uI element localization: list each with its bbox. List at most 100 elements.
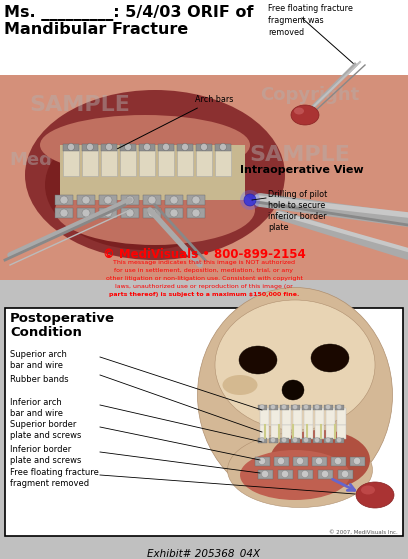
Circle shape <box>126 209 134 217</box>
Circle shape <box>277 457 284 465</box>
Bar <box>177 148 193 176</box>
Circle shape <box>259 457 266 465</box>
Text: © 2007, MediVisuals Inc.: © 2007, MediVisuals Inc. <box>329 530 398 535</box>
Bar <box>77 195 95 205</box>
Bar <box>318 470 333 479</box>
Bar <box>293 408 302 425</box>
Bar <box>350 457 365 466</box>
Bar <box>143 195 161 205</box>
Ellipse shape <box>291 105 319 125</box>
Bar <box>260 408 269 425</box>
Circle shape <box>304 438 308 443</box>
Bar <box>304 425 313 439</box>
Bar <box>293 425 302 439</box>
Bar <box>313 438 322 443</box>
Circle shape <box>67 144 75 150</box>
Bar <box>337 425 346 439</box>
Bar <box>271 425 280 439</box>
Bar <box>55 195 73 205</box>
Bar <box>196 144 212 151</box>
Text: Inferior arch
bar and wire: Inferior arch bar and wire <box>10 398 63 418</box>
Bar <box>278 470 293 479</box>
Bar <box>101 148 117 176</box>
Circle shape <box>353 457 361 465</box>
Circle shape <box>104 209 112 217</box>
Bar <box>158 148 174 176</box>
Bar <box>55 208 73 218</box>
Ellipse shape <box>228 433 373 508</box>
Circle shape <box>341 471 348 477</box>
Bar <box>187 208 205 218</box>
Text: for use in settlement, deposition, mediation, trial, or any: for use in settlement, deposition, media… <box>115 268 293 273</box>
Bar <box>293 457 308 466</box>
Text: Arch bars: Arch bars <box>118 95 233 149</box>
Bar <box>77 208 95 218</box>
Text: parts thereof) is subject to a maximum $150,000 fine.: parts thereof) is subject to a maximum $… <box>109 292 299 297</box>
Text: Intraoperative View: Intraoperative View <box>240 165 364 175</box>
Text: Copyright: Copyright <box>151 381 250 399</box>
Text: Inferior border
plate and screws: Inferior border plate and screws <box>10 445 81 465</box>
Ellipse shape <box>240 450 350 500</box>
Circle shape <box>259 438 264 443</box>
Ellipse shape <box>197 287 392 503</box>
Ellipse shape <box>311 344 349 372</box>
Bar <box>82 148 98 176</box>
Bar <box>304 408 313 425</box>
Circle shape <box>262 471 268 477</box>
Bar <box>274 457 289 466</box>
Bar <box>282 425 291 439</box>
Bar <box>282 408 291 425</box>
Bar <box>63 148 79 176</box>
Circle shape <box>293 438 297 443</box>
Bar <box>313 405 322 410</box>
Bar <box>120 148 136 176</box>
Circle shape <box>124 144 131 150</box>
Bar <box>331 457 346 466</box>
Circle shape <box>315 438 319 443</box>
Circle shape <box>126 196 134 204</box>
Ellipse shape <box>40 115 250 175</box>
Bar <box>158 144 174 151</box>
Bar <box>337 408 346 425</box>
Circle shape <box>148 209 156 217</box>
Circle shape <box>200 144 208 150</box>
Text: Free floating fracture
fragment was
removed: Free floating fracture fragment was remo… <box>268 4 353 36</box>
Bar <box>302 438 311 443</box>
Bar <box>271 408 280 425</box>
Ellipse shape <box>55 175 255 245</box>
Circle shape <box>326 438 330 443</box>
Bar <box>324 405 333 410</box>
Circle shape <box>104 196 112 204</box>
Ellipse shape <box>282 380 304 400</box>
Bar <box>324 438 333 443</box>
Circle shape <box>106 144 113 150</box>
Circle shape <box>86 144 93 150</box>
Bar <box>143 208 161 218</box>
Circle shape <box>240 190 260 210</box>
Text: Postoperative: Postoperative <box>10 312 115 325</box>
Bar <box>215 144 231 151</box>
Circle shape <box>148 196 156 204</box>
Text: Superior arch
bar and wire: Superior arch bar and wire <box>10 350 67 369</box>
Bar <box>312 457 327 466</box>
Text: Condition: Condition <box>10 326 82 339</box>
Bar <box>5 308 403 536</box>
Bar <box>165 208 183 218</box>
Circle shape <box>244 194 256 206</box>
Text: ive: ive <box>294 420 326 439</box>
Ellipse shape <box>215 300 375 430</box>
Bar <box>326 425 335 439</box>
Text: Free floating fracture
fragment removed: Free floating fracture fragment removed <box>10 468 99 488</box>
Bar <box>260 425 269 439</box>
Circle shape <box>220 144 226 150</box>
Bar <box>258 438 267 443</box>
Text: laws, unauthorized use or reproduction of this image (or: laws, unauthorized use or reproduction o… <box>115 284 293 289</box>
Circle shape <box>271 438 275 443</box>
Bar <box>280 438 289 443</box>
Ellipse shape <box>222 375 257 395</box>
Bar <box>177 144 193 151</box>
Ellipse shape <box>361 486 375 495</box>
Bar <box>338 470 353 479</box>
Bar <box>82 144 98 151</box>
Text: Rubber bands: Rubber bands <box>10 375 69 384</box>
